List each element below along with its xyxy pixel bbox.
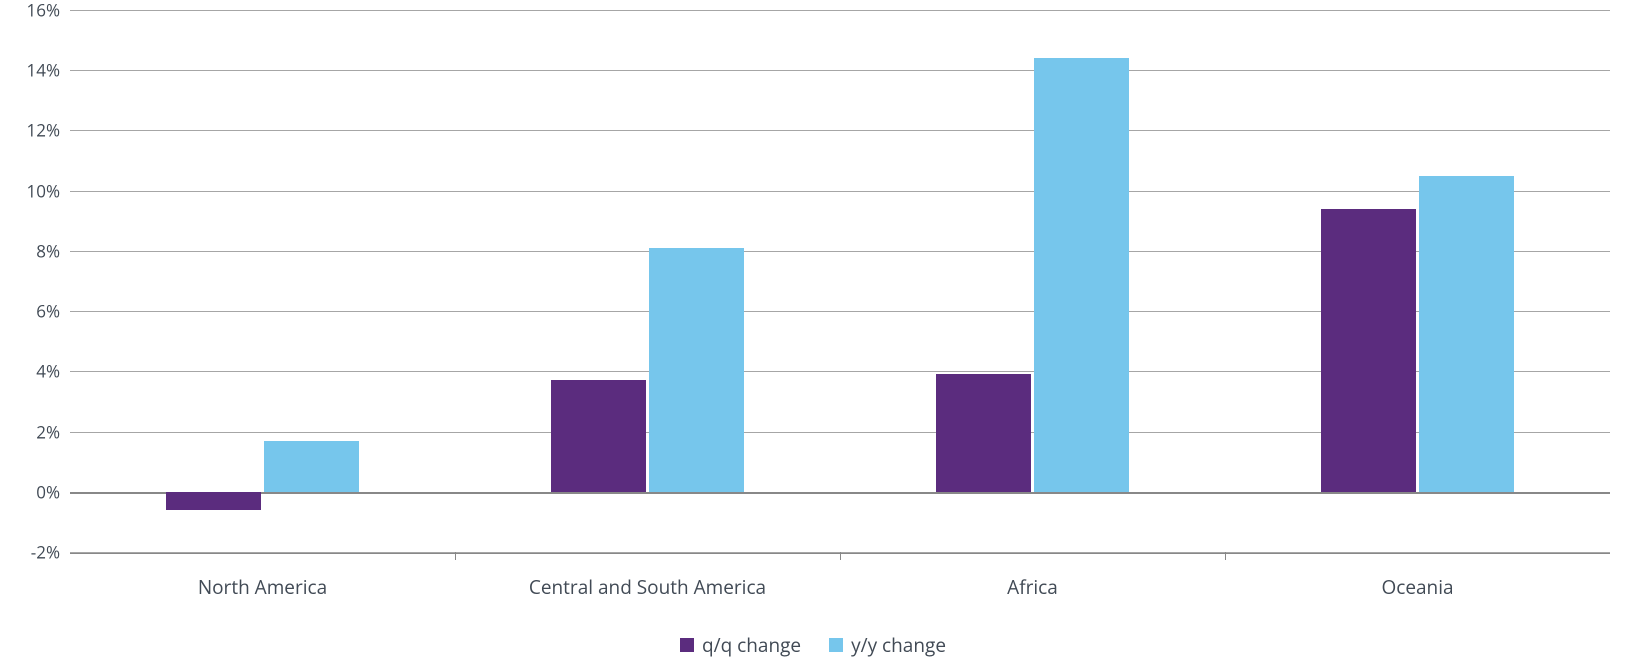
x-tick-label: Central and South America <box>529 552 766 600</box>
gridline <box>70 70 1610 71</box>
gridline <box>70 130 1610 131</box>
category-divider <box>1225 552 1226 560</box>
x-tick-label: North America <box>198 552 327 600</box>
category-divider <box>840 552 841 560</box>
bar <box>1419 176 1513 492</box>
bar <box>936 374 1030 491</box>
category-divider <box>455 552 456 560</box>
y-tick-label: 16% <box>27 0 71 22</box>
y-tick-label: 8% <box>36 239 70 262</box>
y-tick-label: 12% <box>27 119 71 142</box>
y-tick-label: 4% <box>36 360 70 383</box>
gridline <box>70 191 1610 192</box>
y-tick-label: -2% <box>31 541 70 564</box>
legend-swatch <box>680 638 694 652</box>
x-tick-label: Oceania <box>1381 552 1453 600</box>
legend-label: q/q change <box>702 632 801 658</box>
x-tick-label: Africa <box>1007 552 1058 600</box>
legend-swatch <box>829 638 843 652</box>
bar <box>1321 209 1415 492</box>
y-tick-label: 0% <box>36 480 70 503</box>
plot-area: 16%14%12%10%8%6%4%2%0%-2%North AmericaCe… <box>70 10 1610 554</box>
bar <box>551 380 645 491</box>
bar <box>166 492 260 510</box>
bar <box>649 248 743 492</box>
legend-item: y/y change <box>829 632 946 658</box>
legend: q/q change y/y change <box>0 632 1626 658</box>
y-tick-label: 14% <box>27 59 71 82</box>
gridline <box>70 492 1610 494</box>
y-tick-label: 2% <box>36 420 70 443</box>
legend-label: y/y change <box>851 632 946 658</box>
bar <box>264 441 358 492</box>
gridline <box>70 10 1610 11</box>
y-tick-label: 6% <box>36 300 70 323</box>
grouped-bar-chart: 16% 14% 12% 10% 8% 6% 4% 2% 0% -2% North America Ce… <box>0 0 1626 670</box>
bar <box>1034 58 1128 492</box>
y-tick-label: 10% <box>27 179 71 202</box>
legend-item: q/q change <box>680 632 801 658</box>
